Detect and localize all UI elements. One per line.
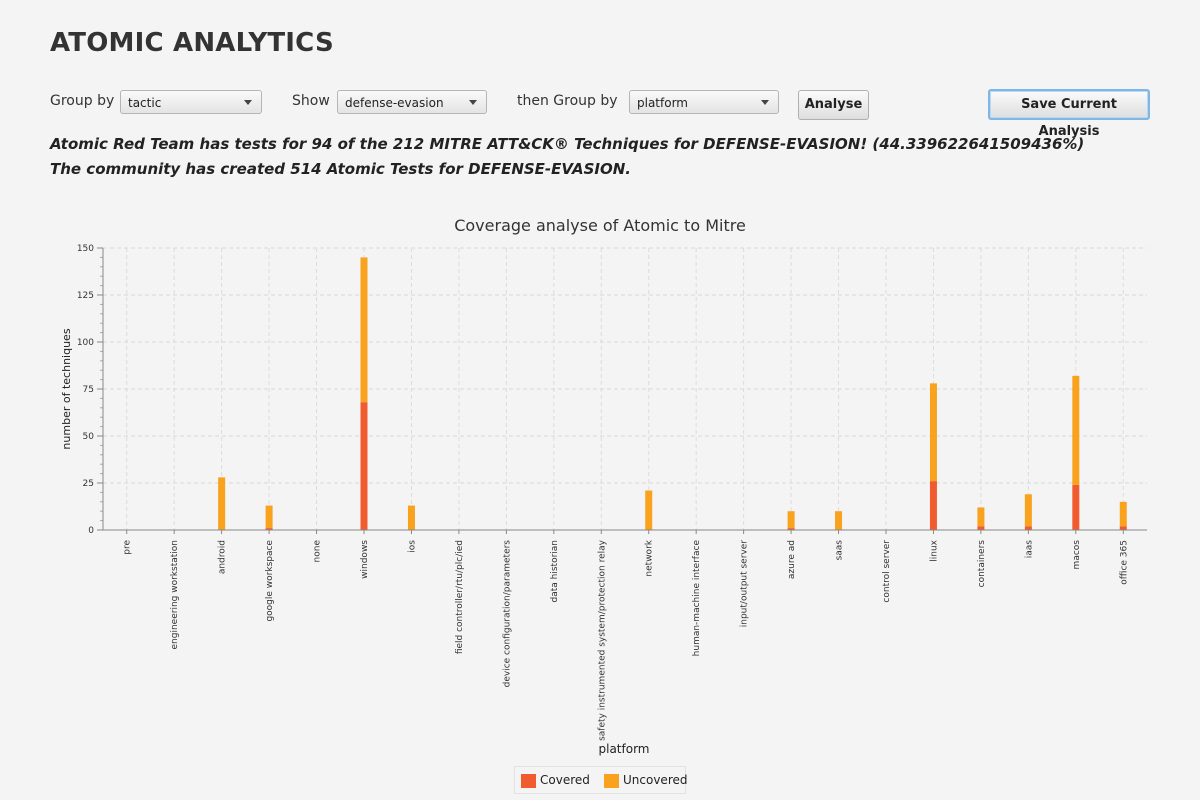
- x-tick-label: none: [313, 540, 323, 563]
- coverage-summary: Atomic Red Team has tests for 94 of the …: [50, 135, 1085, 153]
- bar-uncovered: [1072, 375, 1080, 485]
- bar-uncovered: [265, 505, 273, 529]
- group-by-select[interactable]: tactic: [120, 90, 262, 114]
- bar-uncovered: [929, 383, 937, 482]
- y-tick-label: 50: [83, 432, 95, 442]
- x-tick-label: containers: [977, 540, 987, 588]
- chart-title: Coverage analyse of Atomic to Mitre: [454, 216, 746, 235]
- x-tick-label: pre: [123, 540, 133, 555]
- chevron-down-icon: [469, 100, 477, 105]
- bar-uncovered: [1119, 501, 1127, 527]
- y-tick-label: 150: [77, 244, 94, 254]
- show-label: Show: [292, 93, 330, 109]
- x-tick-label: device configuration/parameters: [502, 540, 512, 688]
- y-tick-label: 25: [83, 479, 94, 489]
- x-tick-label: safety instrumented system/protection re…: [597, 539, 607, 741]
- legend-swatch-uncovered: [604, 774, 619, 788]
- chevron-down-icon: [244, 100, 252, 105]
- bar-covered: [360, 402, 368, 530]
- x-tick-label: azure ad: [787, 540, 797, 579]
- x-tick-label: macos: [1072, 540, 1082, 570]
- legend-label-covered: Covered: [540, 773, 590, 787]
- y-tick-label: 125: [77, 291, 94, 301]
- bar-uncovered: [1024, 494, 1032, 527]
- bar-covered: [1024, 526, 1032, 530]
- app-title: ATOMIC ANALYTICS: [50, 28, 334, 58]
- bar-uncovered: [407, 505, 415, 530]
- bar-uncovered: [218, 477, 226, 530]
- bar-uncovered: [787, 511, 795, 529]
- analyse-button[interactable]: Analyse: [798, 90, 869, 120]
- tests-summary: The community has created 514 Atomic Tes…: [50, 160, 631, 178]
- x-tick-label: network: [645, 539, 655, 576]
- chevron-down-icon: [761, 100, 769, 105]
- legend-swatch-covered: [521, 774, 536, 788]
- bar-covered: [265, 528, 273, 530]
- save-analysis-button[interactable]: Save Current Analysis: [988, 89, 1150, 139]
- bar-covered: [787, 528, 795, 530]
- x-tick-label: input/output server: [740, 540, 750, 628]
- bar-covered: [977, 526, 985, 530]
- then-group-by-select[interactable]: platform: [629, 90, 779, 114]
- x-tick-label: ios: [407, 540, 417, 553]
- x-tick-label: data historian: [550, 540, 560, 602]
- show-select[interactable]: defense-evasion: [337, 90, 487, 114]
- group-by-label: Group by: [50, 93, 115, 109]
- bar-uncovered: [360, 257, 368, 403]
- x-tick-label: google workspace: [265, 540, 275, 622]
- x-tick-label: office 365: [1119, 540, 1129, 585]
- bar-covered: [1119, 526, 1127, 530]
- x-tick-label: linux: [929, 539, 939, 561]
- show-value: defense-evasion: [345, 96, 444, 110]
- x-tick-label: windows: [360, 540, 370, 579]
- bar-covered: [1072, 484, 1080, 530]
- y-tick-label: 100: [77, 338, 94, 348]
- then-group-by-label: then Group by: [517, 93, 618, 109]
- x-tick-label: engineering workstation: [170, 540, 180, 649]
- bar-uncovered: [835, 511, 843, 530]
- y-tick-label: 0: [88, 526, 94, 536]
- group-by-value: tactic: [128, 96, 162, 110]
- legend-label-uncovered: Uncovered: [623, 773, 688, 787]
- y-axis-label: number of techniques: [60, 328, 73, 449]
- x-axis-label: platform: [599, 742, 650, 756]
- chart-legend: Covered Uncovered: [514, 766, 688, 794]
- x-tick-label: android: [218, 540, 228, 574]
- y-tick-label: 75: [83, 385, 94, 395]
- x-tick-label: human-machine interface: [692, 540, 702, 657]
- x-tick-label: saas: [835, 540, 845, 561]
- bar-uncovered: [977, 507, 985, 527]
- then-group-by-value: platform: [637, 96, 688, 110]
- x-tick-label: field controller/rtu/plc/ied: [455, 540, 465, 654]
- bar-uncovered: [645, 490, 653, 530]
- x-tick-label: control server: [882, 540, 892, 603]
- bar-covered: [929, 481, 937, 530]
- x-tick-label: iaas: [1024, 540, 1034, 559]
